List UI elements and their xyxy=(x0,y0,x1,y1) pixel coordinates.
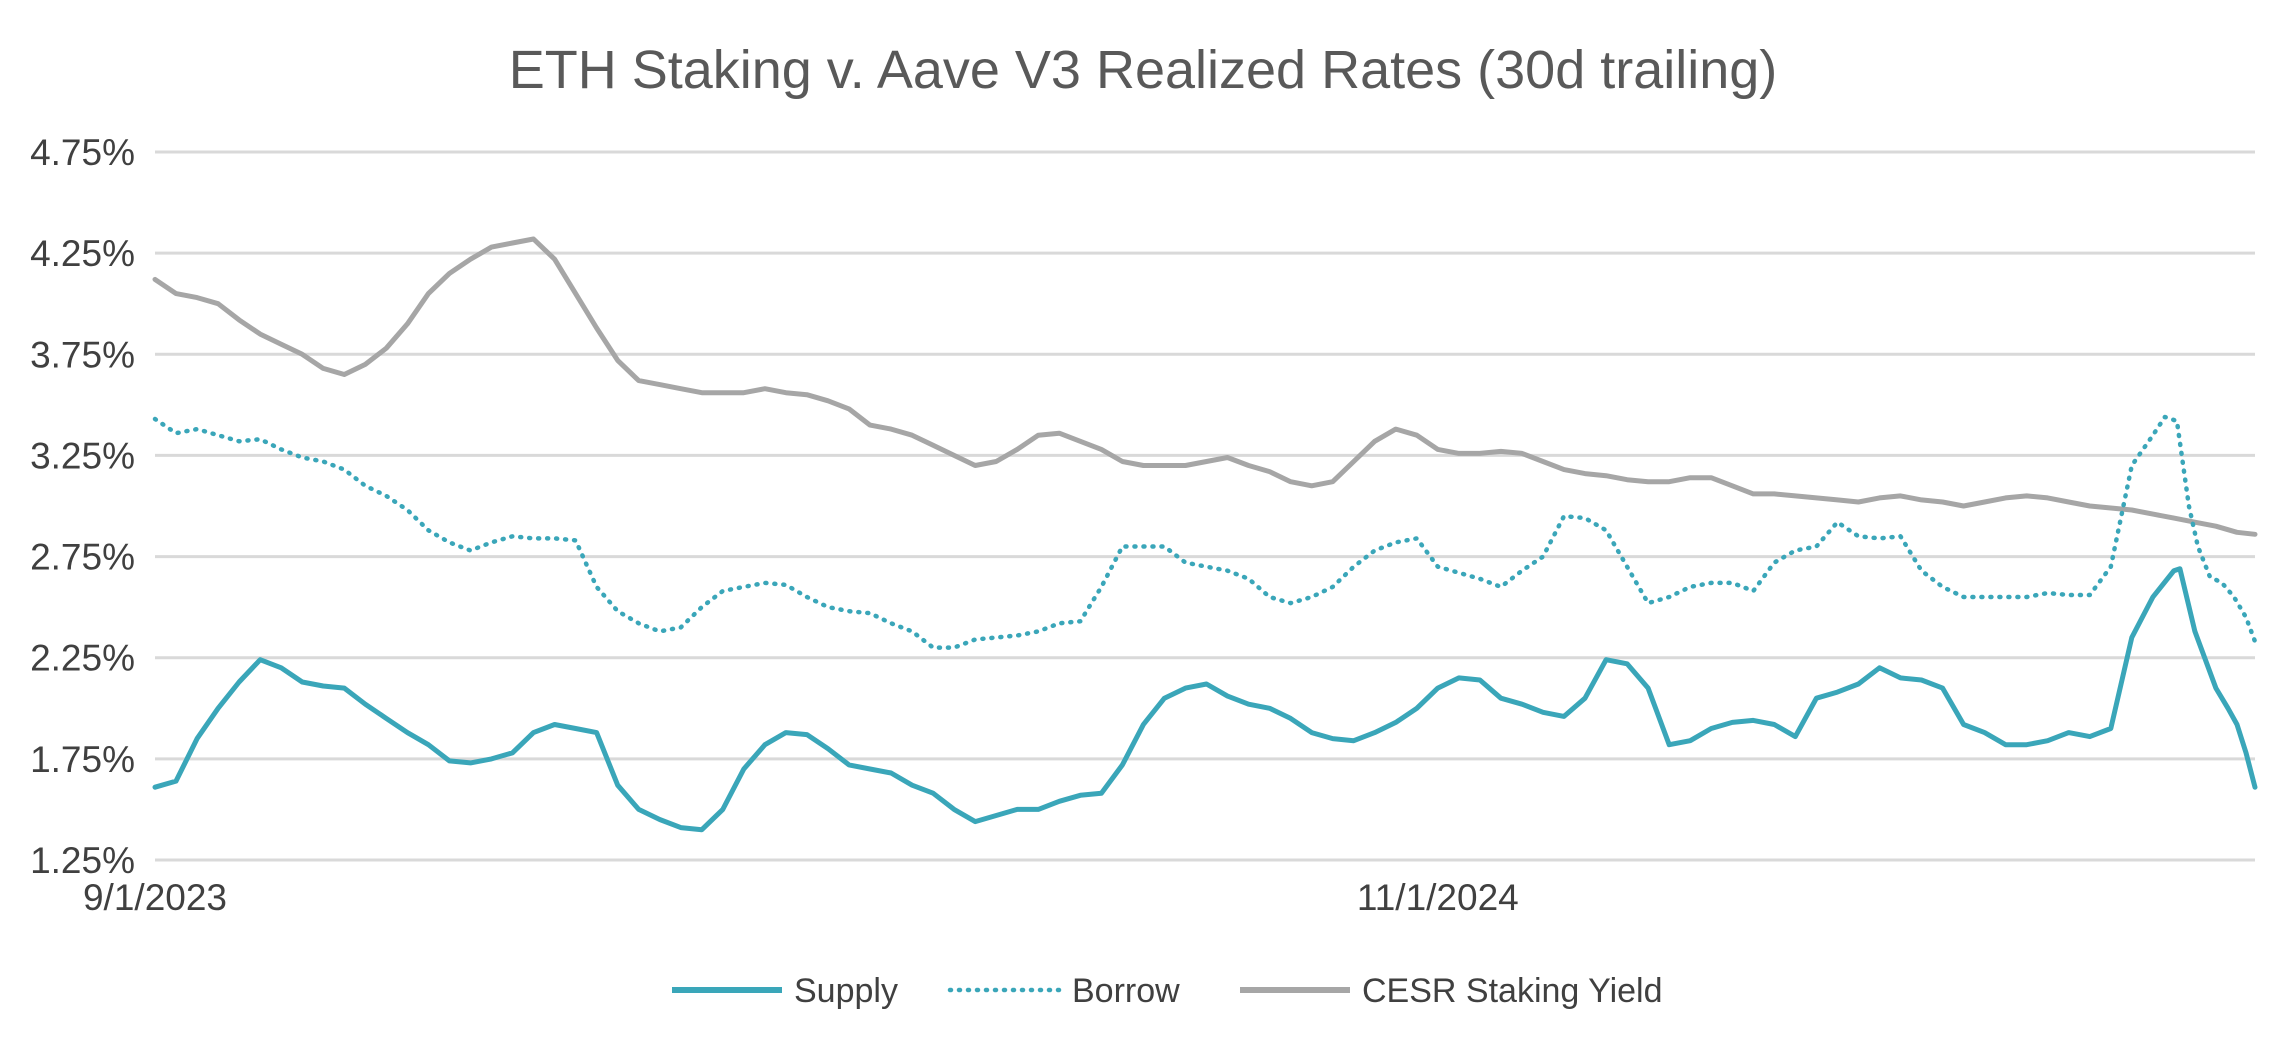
chart-title: ETH Staking v. Aave V3 Realized Rates (3… xyxy=(509,40,1778,100)
legend: Supply Borrow CESR Staking Yield xyxy=(672,972,1663,1010)
series-line-supply xyxy=(152,566,2258,833)
y-tick-label: 4.75% xyxy=(30,132,135,173)
x-axis-tick-labels: 9/1/2023 11/1/2024 xyxy=(83,877,1519,918)
y-tick-label: 4.25% xyxy=(30,233,135,274)
legend-label: Supply xyxy=(794,972,898,1010)
y-tick-label: 1.25% xyxy=(30,840,135,881)
y-tick-label: 2.25% xyxy=(30,638,135,679)
series-lines xyxy=(152,236,2258,833)
y-tick-label: 3.25% xyxy=(30,435,135,476)
x-tick-label: 9/1/2023 xyxy=(83,877,227,918)
series-line-borrow xyxy=(152,414,2258,650)
y-tick-label: 3.75% xyxy=(30,334,135,375)
gridlines xyxy=(155,150,2255,862)
y-tick-label: 1.75% xyxy=(30,739,135,780)
legend-label: CESR Staking Yield xyxy=(1362,972,1663,1010)
y-tick-label: 2.75% xyxy=(30,537,135,578)
legend-label: Borrow xyxy=(1072,972,1180,1010)
x-tick-label: 11/1/2024 xyxy=(1357,877,1519,918)
y-axis-tick-labels: 4.75% 4.25% 3.75% 3.25% 2.75% 2.25% 1.75% 1.25% xyxy=(30,132,135,881)
series-line-cesr-staking-yield xyxy=(152,236,2258,537)
